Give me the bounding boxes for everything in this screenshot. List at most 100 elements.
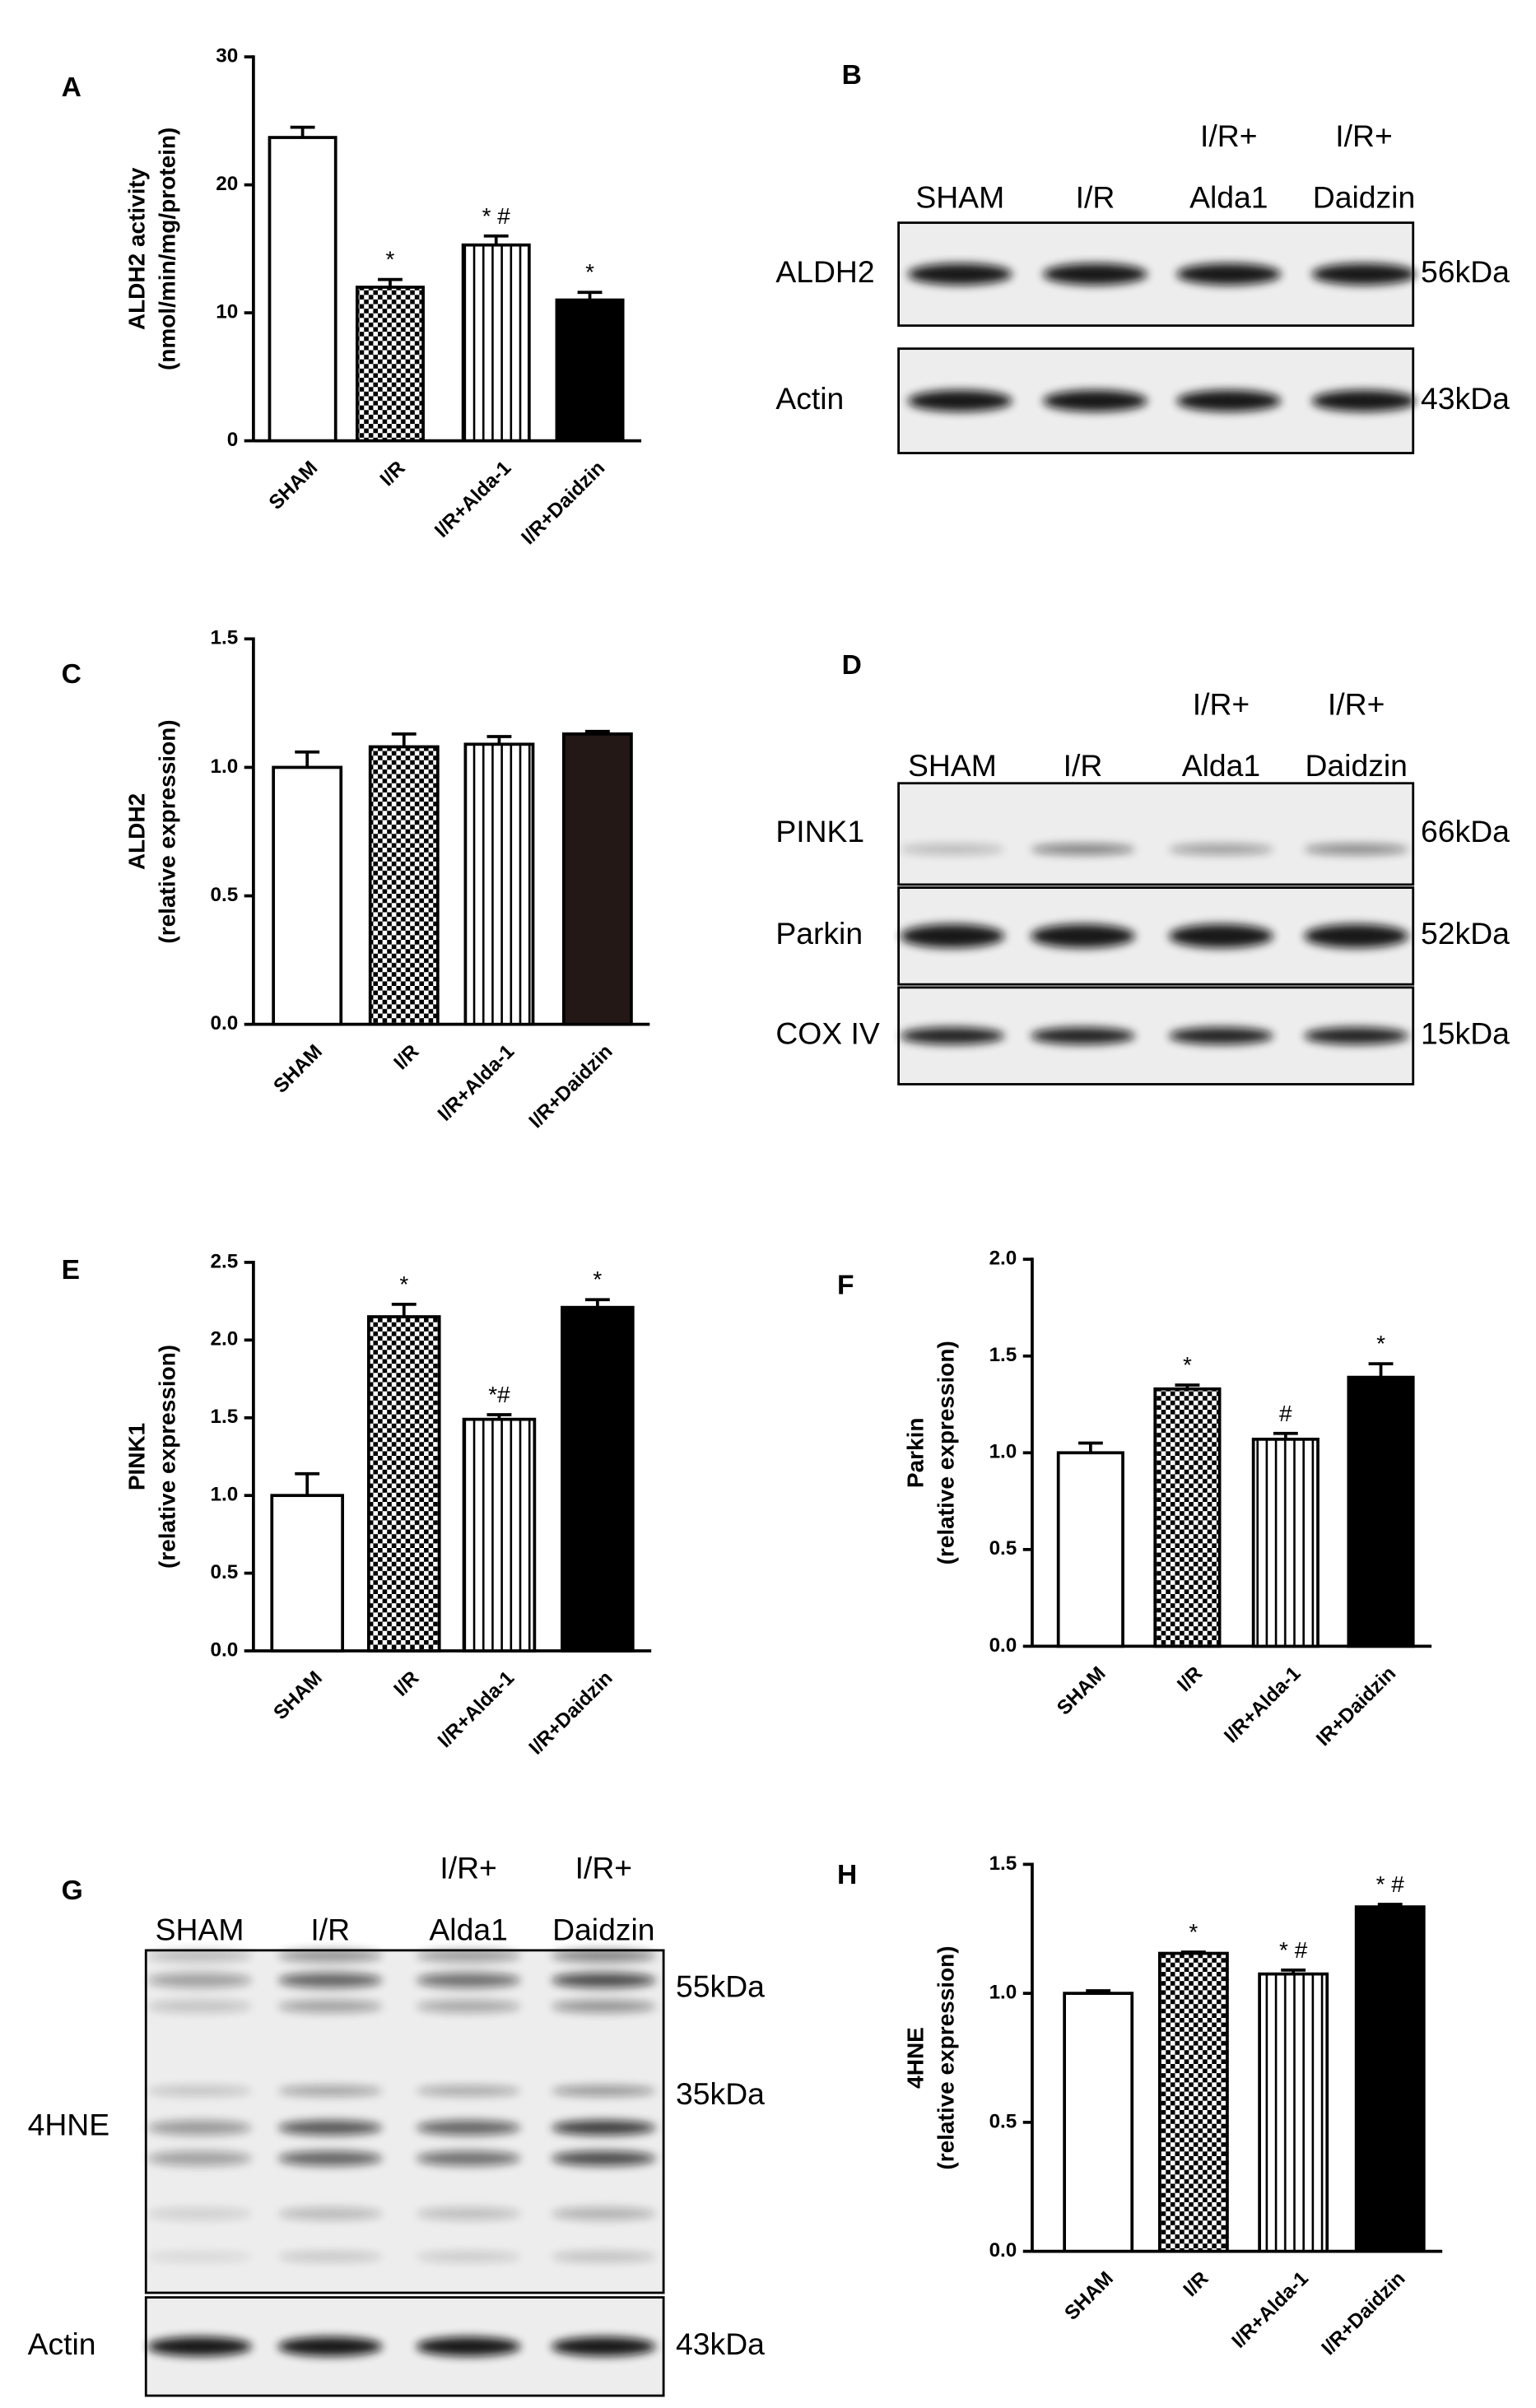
blot-band: [277, 2120, 383, 2136]
y-tick-label: 1.5: [211, 627, 239, 649]
lane-label: I/R+: [1200, 119, 1257, 153]
lane-label: I/R: [310, 1912, 350, 1946]
y-axis-label: (relative expression): [155, 1345, 180, 1569]
y-axis-label: (nmol/min/mg/protein): [155, 128, 180, 370]
x-tick-label: I/R+Alda-1: [1220, 1662, 1305, 1747]
y-tick-label: 0.0: [989, 2239, 1017, 2262]
panel-label: H: [837, 1860, 857, 1890]
lane-label: SHAM: [908, 748, 997, 783]
x-tick-label: SHAM: [1053, 1662, 1110, 1720]
bar: [461, 243, 531, 443]
blot-membrane: [897, 782, 1415, 886]
blot-band: [1031, 844, 1135, 855]
lane-label: SHAM: [915, 179, 1004, 214]
x-tick-label: I/R+Alda-1: [1227, 2267, 1312, 2352]
error-bar: [1281, 1969, 1306, 1974]
panel-label: F: [837, 1271, 854, 1301]
blot-band: [1169, 1027, 1273, 1045]
error-bar: [1078, 1441, 1103, 1453]
blot-band: [1311, 263, 1417, 286]
blot-band: [416, 2150, 521, 2166]
x-tick-label: SHAM: [269, 1040, 327, 1098]
blot-band: [277, 1973, 383, 1988]
lane-label: Daidzin: [552, 1912, 654, 1946]
blot-band: [551, 2000, 656, 2013]
y-tick-label: 1.0: [989, 1441, 1017, 1463]
blot-band: [1304, 844, 1409, 855]
blot-band: [147, 1973, 253, 1988]
blot-band: [277, 1949, 383, 1963]
y-tick-label: 10: [216, 301, 238, 323]
error-bar: [290, 125, 315, 138]
bar: [270, 1494, 344, 1653]
bar: [1063, 1992, 1134, 2253]
blot-band: [416, 2000, 521, 2013]
significance-mark: *: [585, 259, 594, 285]
x-tick-label: I/R+Daidzin: [525, 1667, 617, 1760]
panel-label: G: [62, 1876, 83, 1906]
bar-chart: A ALDH2 activity (nmol/min/mg/protein) 0 10 2…: [62, 45, 642, 549]
lane-label: I/R+: [1335, 119, 1392, 153]
x-tick-label: I/R: [389, 1667, 423, 1700]
blot-band: [416, 2085, 521, 2097]
bar: [1251, 1437, 1320, 1648]
blot-band: [551, 1949, 656, 1963]
blot-band: [900, 924, 1005, 948]
blot-band: [277, 2336, 383, 2357]
y-tick-label: 1.5: [211, 1406, 239, 1428]
bar-chart: E PINK1 (relative expression) 0.0 0.5 1.0 1.5 2…: [62, 1250, 652, 1760]
error-bar: [391, 1303, 417, 1318]
error-bar: [295, 1471, 320, 1496]
y-tick-label: 0.0: [211, 1012, 239, 1034]
blot-band: [416, 2207, 521, 2220]
bar: [368, 745, 440, 1026]
x-tick-label: I/R+Alda-1: [431, 457, 515, 542]
y-tick-label: 0.5: [989, 1537, 1017, 1560]
bar: [1258, 1972, 1329, 2253]
bar: [1056, 1451, 1124, 1648]
row-label: PINK1: [775, 814, 864, 848]
bar: [355, 286, 425, 443]
blot-band: [551, 2085, 656, 2097]
blot-band: [1176, 390, 1282, 412]
y-axis-label: (relative expression): [155, 719, 180, 943]
size-label: 35kDa: [676, 2076, 765, 2111]
lane-label: Daidzin: [1313, 179, 1415, 214]
size-label: 52kDa: [1421, 916, 1510, 951]
error-bar: [1368, 1362, 1394, 1378]
lane-label: I/R: [1076, 179, 1115, 214]
bar: [268, 136, 337, 443]
error-bar: [1377, 1903, 1403, 1908]
blot-band: [147, 1949, 253, 1963]
blot-band: [1043, 263, 1147, 286]
x-tick-label: I/R: [389, 1040, 423, 1074]
x-tick-label: I/R+Alda-1: [434, 1667, 519, 1752]
y-axis-label: PINK1: [123, 1423, 149, 1490]
blot-band: [1031, 1027, 1135, 1045]
blot-band: [416, 1949, 521, 1963]
significance-mark: *: [593, 1267, 602, 1292]
blot-band: [147, 2120, 253, 2136]
y-tick-label: 0: [227, 429, 239, 451]
blot-band: [1031, 924, 1135, 948]
row-label: COX IV: [775, 1016, 880, 1051]
blot-band: [277, 2085, 383, 2097]
bar-chart: C ALDH2 (relative expression) 0.0 0.5 1.0 1.5 S…: [62, 627, 650, 1132]
blot-band: [551, 1973, 656, 1988]
lane-label: Alda1: [429, 1912, 507, 1946]
row-label: 4HNE: [28, 2107, 110, 2141]
y-axis-label: Parkin: [902, 1418, 928, 1489]
lane-label: I/R+: [575, 1851, 632, 1885]
bar: [1347, 1375, 1415, 1648]
blot-band: [277, 2251, 383, 2262]
bar: [555, 298, 625, 443]
lane-label: I/R+: [1328, 686, 1385, 721]
error-bar: [1086, 1989, 1111, 1994]
blot-band: [147, 2085, 253, 2097]
error-bar: [1180, 1950, 1206, 1954]
significance-mark: #: [1279, 1401, 1292, 1426]
western-blot: G SHAM I/R I/R+ Alda1 I/R+ Daidzin 4HNE 55kDa 35k…: [28, 1851, 765, 2397]
x-tick-label: I/R+Daidzin: [525, 1040, 617, 1132]
blot-band: [277, 2207, 383, 2220]
